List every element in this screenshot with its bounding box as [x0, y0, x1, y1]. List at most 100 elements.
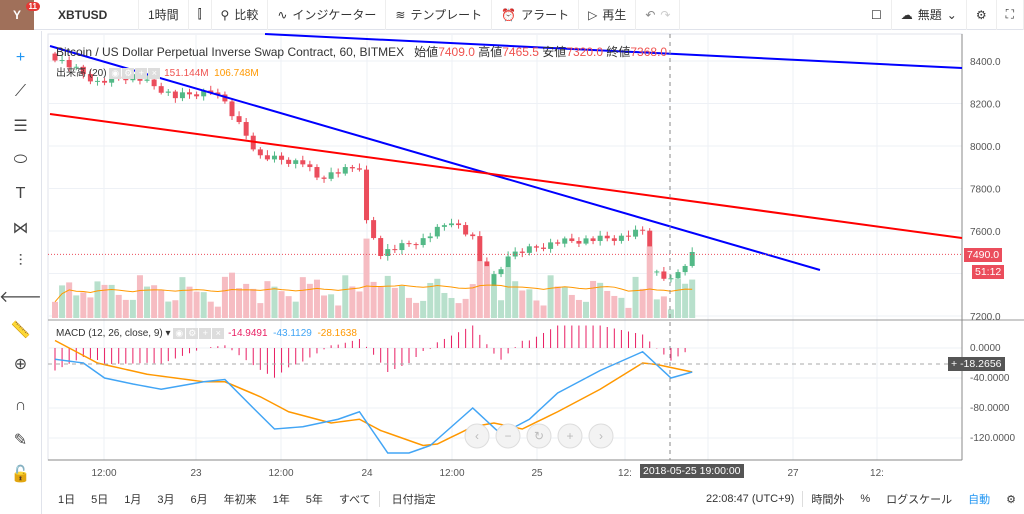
log-scale-toggle[interactable]: ログスケール	[886, 494, 953, 506]
replay-button[interactable]: ▷ 再生	[579, 0, 637, 30]
bottom-toolbar: 1日 5日 1月 3月 6月 年初来 1年 5年 すべて 日付指定 22:08:47 (UTC+…	[50, 484, 1024, 514]
range-1y[interactable]: 1年	[272, 494, 290, 506]
range-1m[interactable]: 1月	[124, 494, 142, 506]
magnet-icon[interactable]: ∩	[14, 397, 27, 414]
chart-nav-button	[526, 423, 552, 449]
range-all[interactable]: すべて	[338, 494, 371, 506]
volume-bar	[391, 287, 398, 318]
compare-button[interactable]: ⚲ 比較	[212, 0, 269, 30]
candle	[349, 167, 355, 169]
candle	[576, 241, 582, 244]
volume-bar	[73, 295, 80, 318]
gear-icon: ⚙	[975, 7, 987, 22]
zoom-in-icon[interactable]: ⊕	[13, 356, 28, 373]
macd-line	[54, 350, 693, 454]
volume-bar	[639, 288, 646, 318]
percent-toggle[interactable]: %	[860, 493, 871, 505]
range-1d[interactable]: 1日	[58, 494, 76, 506]
chart-type-button[interactable]: ⫿	[189, 0, 212, 30]
prediction-tool[interactable]: ⫶	[18, 253, 23, 270]
macd-signal-value: -28.1638	[317, 328, 357, 339]
save-layout-button[interactable]: ☁ 無題 ⌄	[892, 0, 967, 30]
session-toggle[interactable]: 時間外	[802, 491, 852, 507]
volume-bar	[158, 290, 165, 318]
plus-icon[interactable]: +	[135, 68, 148, 79]
volume-bar	[278, 291, 285, 318]
candle	[562, 238, 568, 244]
text-tool[interactable]: T	[15, 185, 26, 202]
gear-icon[interactable]: ⚙	[122, 68, 135, 79]
clock: 22:08:47 (UTC+9)	[705, 493, 795, 505]
close-label: 終値	[606, 45, 631, 59]
volume-bar	[561, 286, 568, 318]
volume-bar	[675, 278, 682, 318]
candle	[158, 86, 164, 93]
ruler-icon[interactable]: 📏	[10, 322, 31, 339]
candle	[498, 269, 504, 275]
range-3m[interactable]: 3月	[157, 494, 175, 506]
close-icon[interactable]: ×	[212, 328, 225, 339]
redo-icon[interactable]: ↷	[660, 7, 671, 22]
time-tick: 12:00	[91, 468, 116, 479]
auto-scale-toggle[interactable]: 自動	[968, 494, 991, 506]
candle	[307, 164, 313, 168]
volume-bar	[568, 294, 575, 318]
eye-icon[interactable]: ◉	[109, 68, 122, 79]
chart-nav-button	[557, 423, 583, 449]
range-5d[interactable]: 5日	[91, 494, 109, 506]
fib-tool[interactable]: ☰	[13, 118, 28, 135]
templates-button[interactable]: ≋ テンプレート	[386, 0, 493, 30]
time-tick: 25	[531, 468, 543, 479]
range-6m[interactable]: 6月	[190, 494, 208, 506]
shapes-tool[interactable]: ⬭	[13, 151, 28, 168]
candle	[335, 172, 341, 174]
volume-bar	[313, 279, 320, 318]
candle	[640, 229, 646, 231]
volume-bar	[144, 286, 151, 318]
eye-icon[interactable]: ◉	[173, 328, 186, 339]
undo-button[interactable]: ↶ ↷	[636, 0, 681, 30]
pencil-lock-icon[interactable]: ✎	[13, 432, 28, 449]
candle	[222, 94, 228, 102]
pattern-tool[interactable]: ⋈	[12, 220, 29, 237]
high-value: 7465.5	[502, 45, 539, 59]
arrow-left-icon[interactable]: 🡐	[0, 288, 42, 306]
candle	[633, 229, 639, 237]
candle	[151, 79, 157, 87]
chevron-down-icon: ⌄	[946, 7, 957, 22]
fullscreen-button[interactable]: ⛶	[997, 0, 1024, 30]
crosshair-tool[interactable]: +	[15, 49, 26, 66]
settings-button[interactable]: ⚙	[967, 0, 997, 30]
gear-icon[interactable]: ⚙	[186, 328, 199, 339]
top-toolbar: Y 11 XBTUSD 1時間 ⫿ ⚲ 比較 ∿ インジケーター ≋ テンプレート ⏰ ア…	[0, 0, 1024, 30]
chart-nav-button	[464, 423, 490, 449]
plus-icon[interactable]: +	[199, 328, 212, 339]
last-price-label: 7490.0	[964, 248, 1003, 262]
candle	[682, 265, 688, 273]
close-icon[interactable]: ×	[148, 68, 161, 79]
candle	[59, 59, 65, 61]
interval-button[interactable]: 1時間	[139, 0, 189, 30]
user-avatar[interactable]: Y 11	[0, 0, 40, 30]
candle	[94, 80, 100, 82]
candle	[654, 271, 660, 273]
volume-bar	[193, 291, 200, 318]
volume-bar	[413, 302, 420, 318]
candle	[378, 238, 384, 256]
candle	[583, 238, 589, 244]
goto-date-button[interactable]: 日付指定	[378, 491, 444, 507]
gear-icon[interactable]: ⚙	[1006, 493, 1016, 506]
symbol-search[interactable]: XBTUSD	[34, 0, 139, 30]
fullscreen-layout-button[interactable]: ☐	[862, 0, 892, 30]
bar-countdown-label: 51:12	[972, 265, 1005, 279]
unlock-icon[interactable]: 🔓	[10, 466, 31, 483]
range-ytd[interactable]: 年初来	[223, 494, 257, 506]
alert-button[interactable]: ⏰ アラート	[492, 0, 580, 30]
indicators-button[interactable]: ∿ インジケーター	[268, 0, 387, 30]
volume-bar	[186, 286, 193, 318]
candle	[187, 92, 193, 95]
candle	[385, 249, 391, 256]
range-5y[interactable]: 5年	[305, 494, 323, 506]
trendline-tool[interactable]: ⟋	[14, 83, 27, 100]
